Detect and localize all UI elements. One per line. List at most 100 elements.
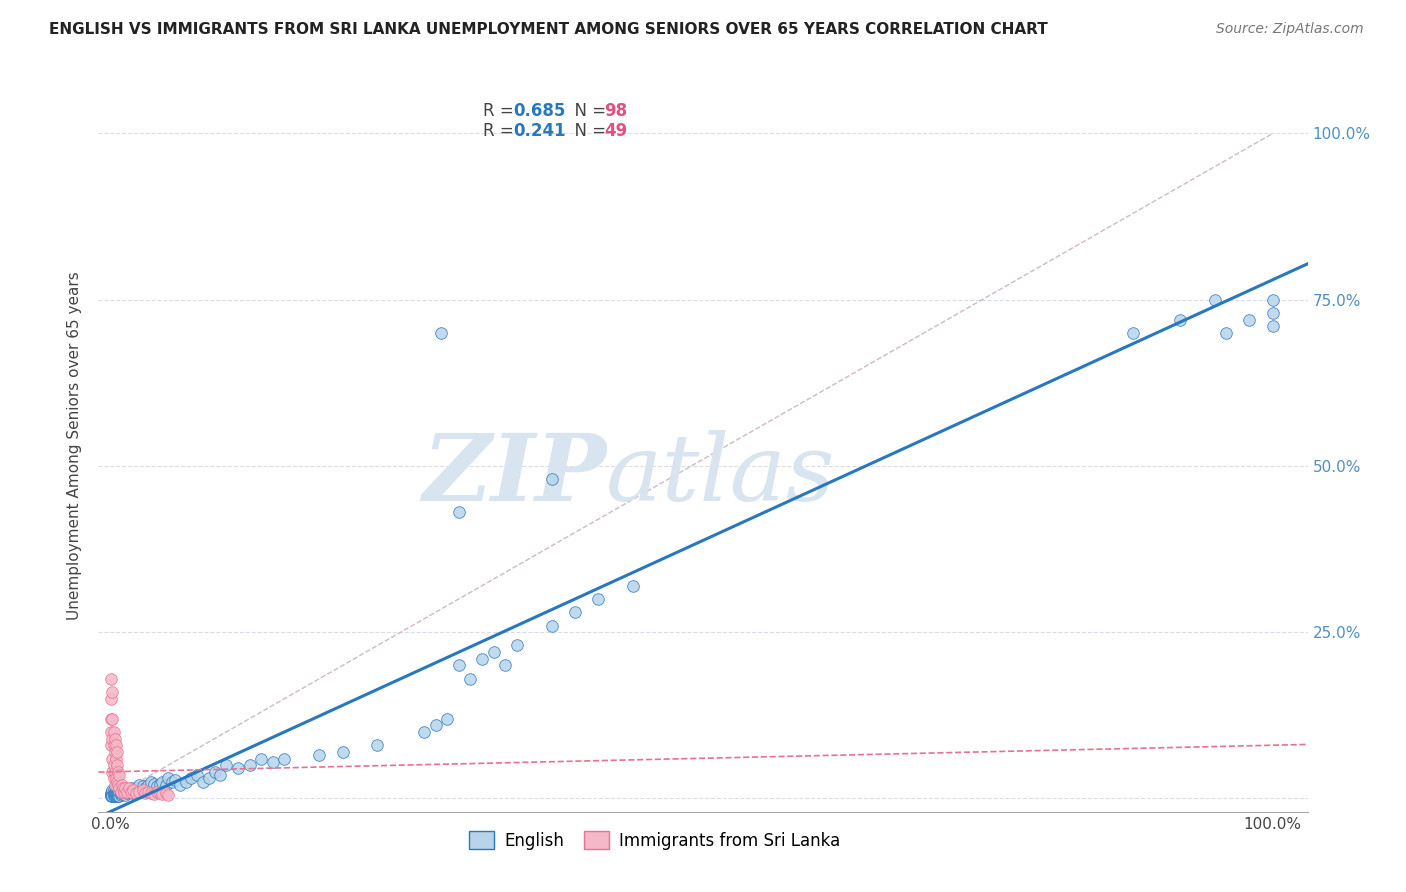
- Point: [115, 785, 138, 799]
- Point: [482, 645, 505, 659]
- Point: [121, 786, 143, 800]
- Point: [108, 781, 131, 796]
- Text: atlas: atlas: [606, 430, 835, 520]
- Point: [101, 785, 124, 799]
- Point: [413, 725, 436, 739]
- Point: [174, 774, 197, 789]
- Point: [138, 785, 160, 799]
- Text: 0.685: 0.685: [513, 102, 565, 120]
- Point: [1239, 312, 1261, 326]
- Point: [112, 785, 135, 799]
- Point: [1261, 319, 1284, 334]
- Point: [105, 745, 128, 759]
- Point: [150, 774, 173, 789]
- Point: [100, 712, 122, 726]
- Point: [108, 787, 131, 801]
- Point: [332, 745, 354, 759]
- Point: [191, 774, 214, 789]
- Point: [100, 691, 122, 706]
- Point: [139, 786, 162, 800]
- Point: [165, 772, 187, 787]
- Point: [110, 788, 132, 802]
- Point: [120, 785, 142, 799]
- Point: [101, 712, 124, 726]
- Point: [1261, 306, 1284, 320]
- Point: [143, 788, 166, 802]
- Point: [107, 788, 129, 802]
- Point: [103, 758, 125, 772]
- Point: [107, 789, 129, 804]
- Point: [103, 786, 125, 800]
- Point: [155, 786, 177, 800]
- Point: [215, 758, 238, 772]
- Point: [308, 748, 330, 763]
- Point: [447, 658, 470, 673]
- Point: [104, 764, 127, 779]
- Point: [430, 326, 453, 340]
- Point: [157, 772, 180, 786]
- Point: [128, 778, 150, 792]
- Point: [239, 758, 262, 772]
- Point: [105, 786, 128, 800]
- Point: [104, 745, 127, 759]
- Point: [117, 786, 139, 800]
- Point: [101, 789, 124, 803]
- Point: [1261, 293, 1284, 307]
- Point: [103, 787, 125, 801]
- Point: [198, 772, 221, 786]
- Point: [104, 786, 127, 800]
- Point: [104, 785, 127, 799]
- Point: [1122, 326, 1144, 340]
- Point: [131, 780, 153, 794]
- Point: [540, 618, 562, 632]
- Point: [103, 789, 125, 804]
- Point: [494, 658, 516, 673]
- Point: [471, 652, 494, 666]
- Point: [110, 785, 132, 799]
- Point: [118, 785, 141, 799]
- Point: [117, 785, 139, 799]
- Point: [120, 781, 142, 796]
- Text: 49: 49: [603, 122, 627, 140]
- Point: [103, 788, 125, 802]
- Point: [425, 718, 447, 732]
- Text: Source: ZipAtlas.com: Source: ZipAtlas.com: [1216, 22, 1364, 37]
- Point: [118, 783, 141, 797]
- Point: [112, 783, 135, 797]
- Text: 0.241: 0.241: [513, 122, 565, 140]
- Point: [145, 785, 167, 799]
- Point: [114, 781, 136, 796]
- Point: [128, 785, 150, 799]
- Point: [131, 783, 153, 797]
- Point: [110, 786, 132, 800]
- Point: [149, 786, 172, 800]
- Point: [101, 787, 124, 801]
- Point: [447, 506, 470, 520]
- Point: [114, 788, 136, 802]
- Point: [105, 758, 128, 772]
- Point: [564, 605, 586, 619]
- Point: [104, 738, 127, 752]
- Text: R =: R =: [482, 122, 519, 140]
- Point: [169, 778, 191, 792]
- Point: [105, 789, 128, 804]
- Point: [111, 778, 134, 792]
- Point: [139, 774, 162, 789]
- Point: [100, 725, 122, 739]
- Point: [540, 472, 562, 486]
- Point: [180, 772, 202, 786]
- Point: [101, 764, 124, 779]
- Point: [111, 781, 134, 796]
- Point: [111, 788, 134, 802]
- Text: N =: N =: [564, 122, 612, 140]
- Point: [250, 751, 273, 765]
- Point: [101, 685, 124, 699]
- Point: [186, 768, 208, 782]
- Point: [108, 789, 131, 804]
- Y-axis label: Unemployment Among Seniors over 65 years: Unemployment Among Seniors over 65 years: [67, 272, 83, 620]
- Point: [118, 781, 141, 796]
- Point: [108, 768, 131, 782]
- Point: [209, 768, 232, 782]
- Point: [107, 778, 129, 792]
- Point: [104, 785, 127, 799]
